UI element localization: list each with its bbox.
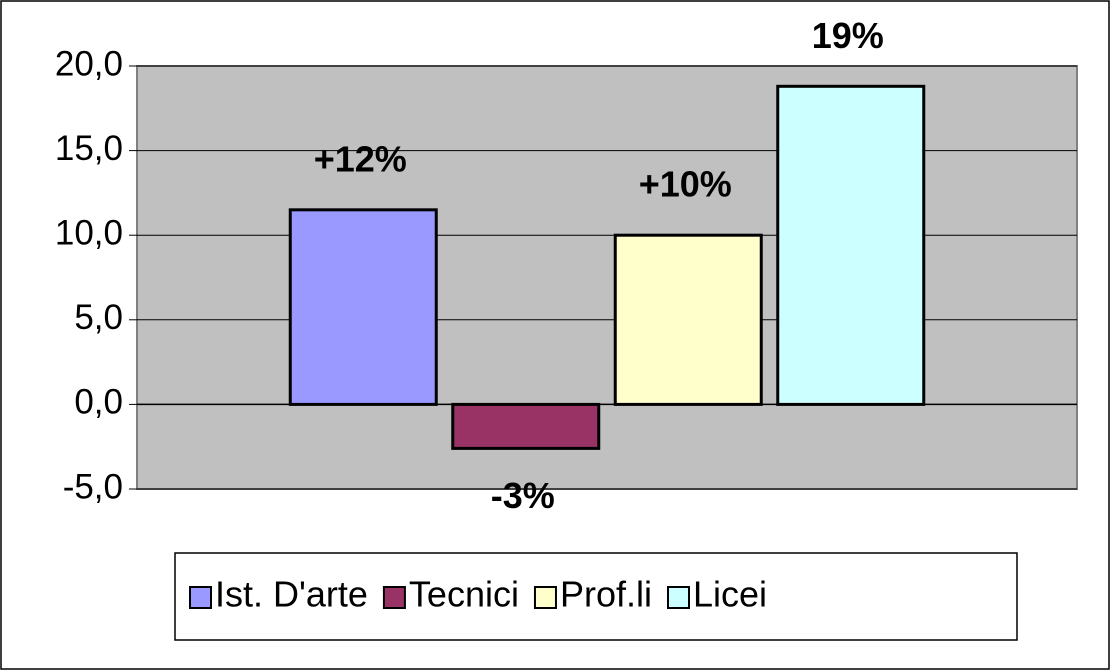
value-label: -3%: [491, 475, 555, 516]
legend-label: Licei: [693, 574, 767, 615]
legend-swatch: [533, 586, 557, 609]
value-label: +12%: [314, 138, 407, 179]
value-label: 19%: [812, 15, 884, 56]
legend-box: [174, 552, 1018, 641]
y-tick-label: -5,0: [63, 467, 123, 506]
bar: [776, 84, 926, 406]
legend-label: Ist. D'arte: [215, 574, 368, 615]
y-tick-label: 10,0: [55, 213, 123, 252]
legend-swatch: [667, 586, 690, 609]
y-tick-label: 15,0: [55, 129, 123, 168]
bar: [288, 208, 438, 406]
bar: [613, 233, 763, 406]
value-label: +10%: [639, 164, 732, 205]
legend-label: Tecnici: [409, 574, 519, 615]
y-tick-label: 5,0: [74, 298, 123, 337]
plot-area: [136, 65, 1078, 490]
bar: [451, 402, 601, 450]
legend-swatch: [382, 586, 406, 609]
y-tick-label: 20,0: [55, 44, 123, 83]
y-tick-label: 0,0: [74, 383, 123, 422]
legend-swatch: [189, 586, 212, 609]
legend-label: Prof.li: [560, 574, 652, 615]
